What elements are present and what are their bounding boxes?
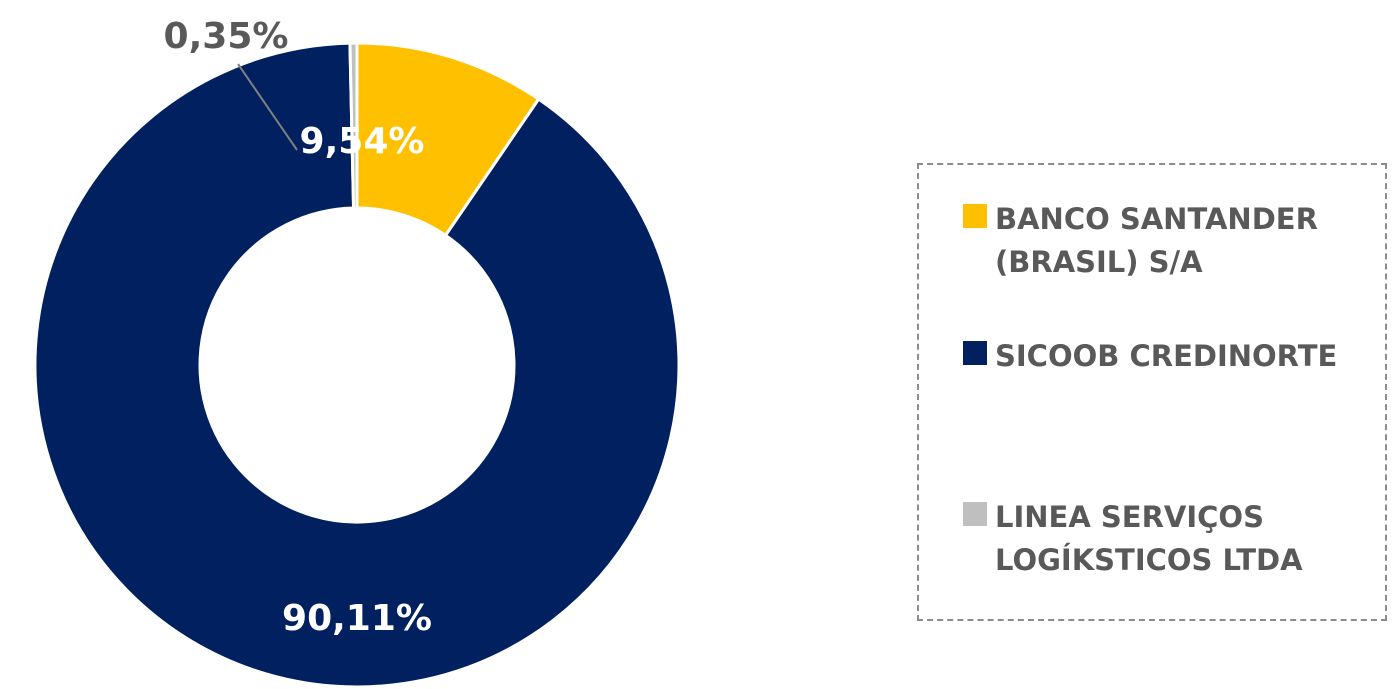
legend-label-linea: LINEA SERVIÇOS LOGÍKSTICOS LTDA: [995, 500, 1303, 577]
data-label-santander: 9,54%: [300, 121, 425, 162]
leader-line-linea: [237, 63, 298, 151]
legend-swatch-santander: [963, 204, 987, 228]
data-label-linea: 0,35%: [164, 16, 289, 57]
donut-slices: [33, 41, 681, 689]
legend-item-santander: BANCO SANTANDER (BRASIL) S/A: [963, 198, 1375, 284]
slice-sicoob: [33, 41, 681, 689]
legend-swatch-linea: [963, 502, 987, 526]
legend: BANCO SANTANDER (BRASIL) S/A SICOOB CRED…: [917, 163, 1387, 621]
legend-item-linea: LINEA SERVIÇOS LOGÍKSTICOS LTDA: [963, 496, 1375, 582]
data-label-sicoob: 90,11%: [282, 598, 432, 639]
legend-swatch-sicoob: [963, 341, 987, 365]
legend-label-santander: BANCO SANTANDER (BRASIL) S/A: [995, 202, 1318, 279]
legend-item-sicoob: SICOOB CREDINORTE: [963, 335, 1375, 378]
slice-labels: 9,54% 90,11% 0,35%: [164, 16, 432, 639]
slice-linea: [348, 41, 359, 210]
legend-label-sicoob: SICOOB CREDINORTE: [995, 339, 1338, 373]
